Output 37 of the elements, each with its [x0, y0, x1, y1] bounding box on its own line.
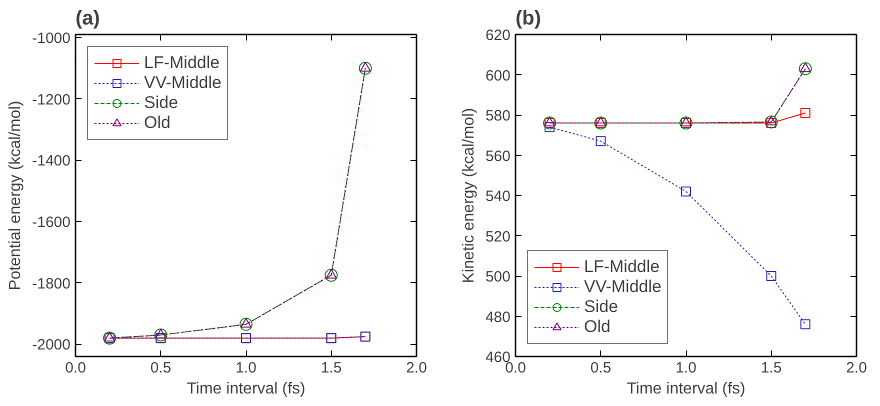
y-tick-label: -1200	[32, 91, 71, 108]
x-tick-label: 1.0	[236, 360, 256, 376]
y-tick-label: 480	[485, 308, 511, 326]
legend-label: VV-Middle	[584, 277, 662, 297]
x-tick-label: 1.5	[320, 360, 342, 376]
y-tick-label: 500	[485, 268, 511, 286]
legend-label: VV-Middle	[144, 73, 222, 93]
x-tick-label: 1.5	[760, 360, 782, 376]
x-axis-title: Time interval (fs)	[186, 380, 306, 398]
legend-label: Side	[584, 297, 618, 317]
y-tick-label: -2000	[32, 336, 71, 354]
y-tick-label: 600	[485, 67, 511, 84]
chart-title: (a)	[76, 8, 100, 30]
x-tick-label: 2.0	[406, 360, 427, 376]
y-tick-label: 580	[485, 108, 511, 124]
x-tick-label: 0.5	[590, 360, 612, 376]
y-tick-label: 560	[485, 148, 511, 165]
legend-label: Side	[144, 93, 178, 113]
legend-label: LF-Middle	[584, 257, 660, 277]
y-tick-label: -1000	[32, 30, 71, 48]
legend-label: LF-Middle	[144, 53, 220, 73]
x-axis-title: Time interval (fs)	[626, 380, 746, 398]
y-axis-title: Kinetic energy (kcal/mol)	[460, 108, 478, 284]
y-tick-label: 620	[485, 27, 511, 44]
x-tick-label: 2.0	[846, 360, 867, 376]
legend-label: Old	[584, 317, 610, 337]
y-axis-title: Potential energy (kcal/mol)	[7, 100, 24, 290]
x-tick-label: 0.0	[65, 360, 86, 376]
y-tick-label: 520	[485, 228, 511, 246]
y-tick-label: -1800	[32, 275, 71, 292]
y-tick-label: -1600	[32, 214, 71, 232]
chart-title: (b)	[516, 8, 542, 30]
legend-label: Old	[144, 113, 170, 133]
y-tick-label: 540	[485, 188, 511, 205]
x-tick-label: 0.5	[150, 360, 172, 376]
y-tick-label: -1400	[32, 152, 71, 170]
x-tick-label: 1.0	[676, 360, 696, 376]
